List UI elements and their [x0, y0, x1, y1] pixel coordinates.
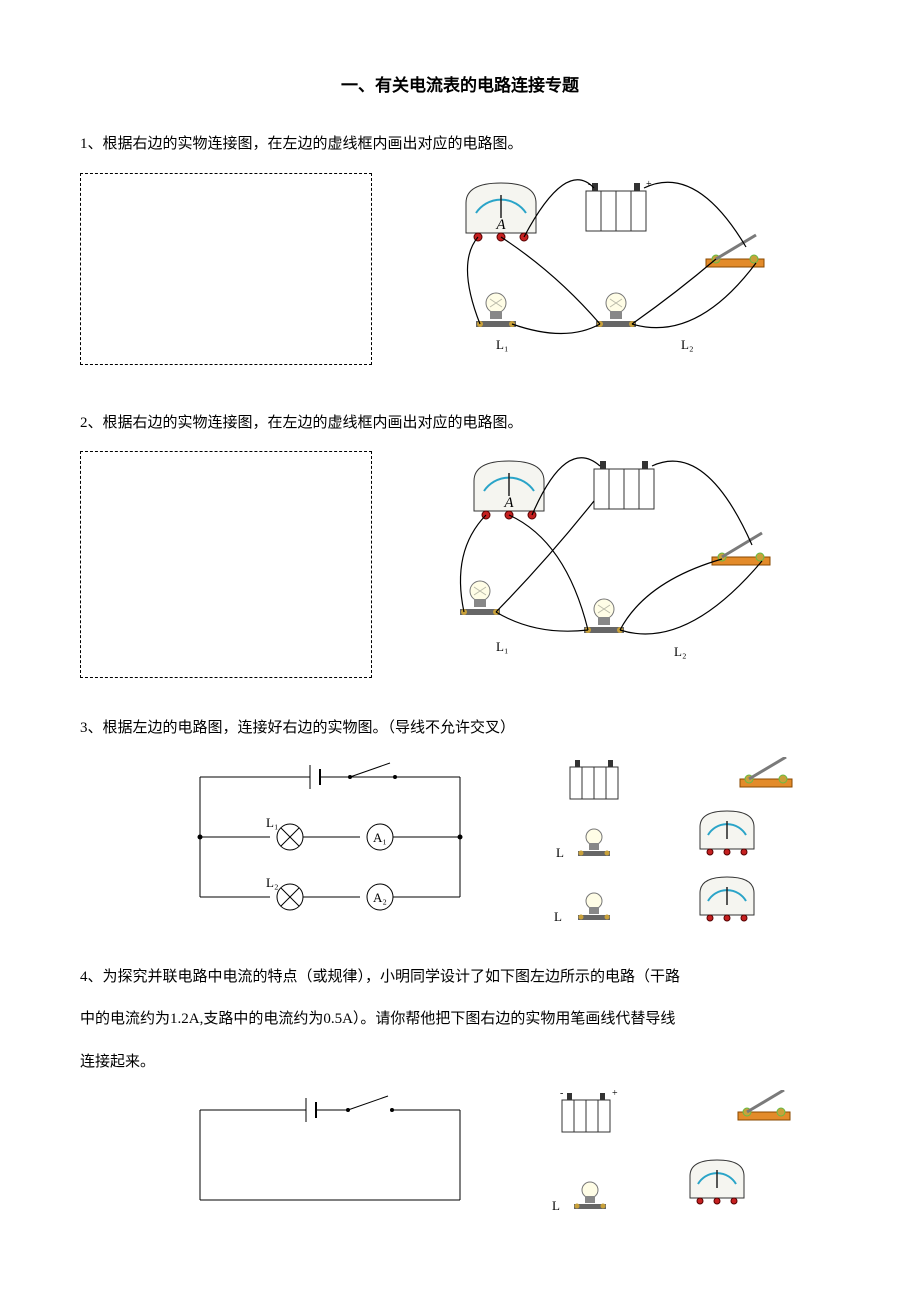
svg-text:L₂: L₂ — [266, 875, 278, 890]
ammeter-icon — [700, 811, 754, 855]
switch-icon — [738, 1090, 790, 1120]
bulb-l2-icon — [596, 293, 636, 327]
switch-icon — [740, 757, 792, 787]
q2-answer-box — [80, 451, 372, 678]
q3-physical-parts: L L — [550, 757, 840, 927]
q4-prompt-line1: 4、为探究并联电路中电流的特点（或规律），小明同学设计了如下图左边所示的电路（干… — [80, 963, 840, 992]
q1-physical-diagram: A - + — [416, 173, 840, 373]
svg-text:L: L — [552, 1198, 560, 1213]
svg-text:A₂: A₂ — [373, 890, 387, 905]
svg-text:A: A — [503, 495, 514, 511]
q3-prompt: 3、根据左边的电路图，连接好右边的实物图。（导线不允许交叉） — [80, 714, 840, 743]
q1-answer-box — [80, 173, 372, 365]
bulb-icon — [578, 893, 610, 920]
ammeter-icon — [690, 1160, 744, 1204]
q1-row: A - + — [80, 173, 840, 373]
battery-icon — [594, 461, 654, 509]
battery-icon — [570, 760, 618, 799]
q2-row: A — [80, 451, 840, 678]
q4-prompt-line3: 连接起来。 — [80, 1048, 840, 1077]
svg-text:-: - — [560, 1090, 563, 1099]
svg-text:A: A — [495, 217, 506, 233]
battery-icon: - + — [560, 1090, 618, 1132]
q3-row: L₁ A₁ L₂ A₂ — [80, 757, 840, 927]
q1-prompt: 1、根据右边的实物连接图，在左边的虚线框内画出对应的电路图。 — [80, 130, 840, 159]
bulb-icon — [578, 829, 610, 856]
page-title: 一、有关电流表的电路连接专题 — [80, 70, 840, 102]
switch-icon — [706, 235, 764, 267]
l2-label: L₂ — [681, 337, 693, 352]
q4-prompt-line2: 中的电流约为1.2A,支路中的电流约为0.5A）。请你帮他把下图右边的实物用笔画… — [80, 1005, 840, 1034]
q4-row: - + — [80, 1090, 840, 1230]
bulb-l1-icon — [460, 581, 500, 615]
q4-physical-parts: - + — [550, 1090, 840, 1230]
battery-icon: - + — [586, 179, 652, 231]
svg-text:+: + — [612, 1090, 618, 1099]
q3-schematic: L₁ A₁ L₂ A₂ — [180, 757, 480, 927]
bulb-l2-icon — [584, 599, 624, 633]
svg-text:L: L — [556, 845, 564, 860]
ammeter-icon — [700, 877, 754, 921]
q2-prompt: 2、根据右边的实物连接图，在左边的虚线框内画出对应的电路图。 — [80, 409, 840, 438]
svg-text:L₁: L₁ — [266, 815, 278, 830]
q4-schematic — [180, 1090, 480, 1210]
svg-text:L: L — [554, 909, 562, 924]
svg-text:A₁: A₁ — [373, 830, 387, 845]
bulb-icon — [574, 1182, 606, 1209]
ammeter-icon: A — [466, 183, 536, 241]
q2-physical-diagram: A — [416, 451, 840, 676]
switch-icon — [712, 533, 770, 565]
l1-label: L₁ — [496, 337, 508, 352]
l2-label: L₂ — [674, 644, 686, 659]
l1-label: L₁ — [496, 639, 508, 654]
bulb-l1-icon — [476, 293, 516, 327]
